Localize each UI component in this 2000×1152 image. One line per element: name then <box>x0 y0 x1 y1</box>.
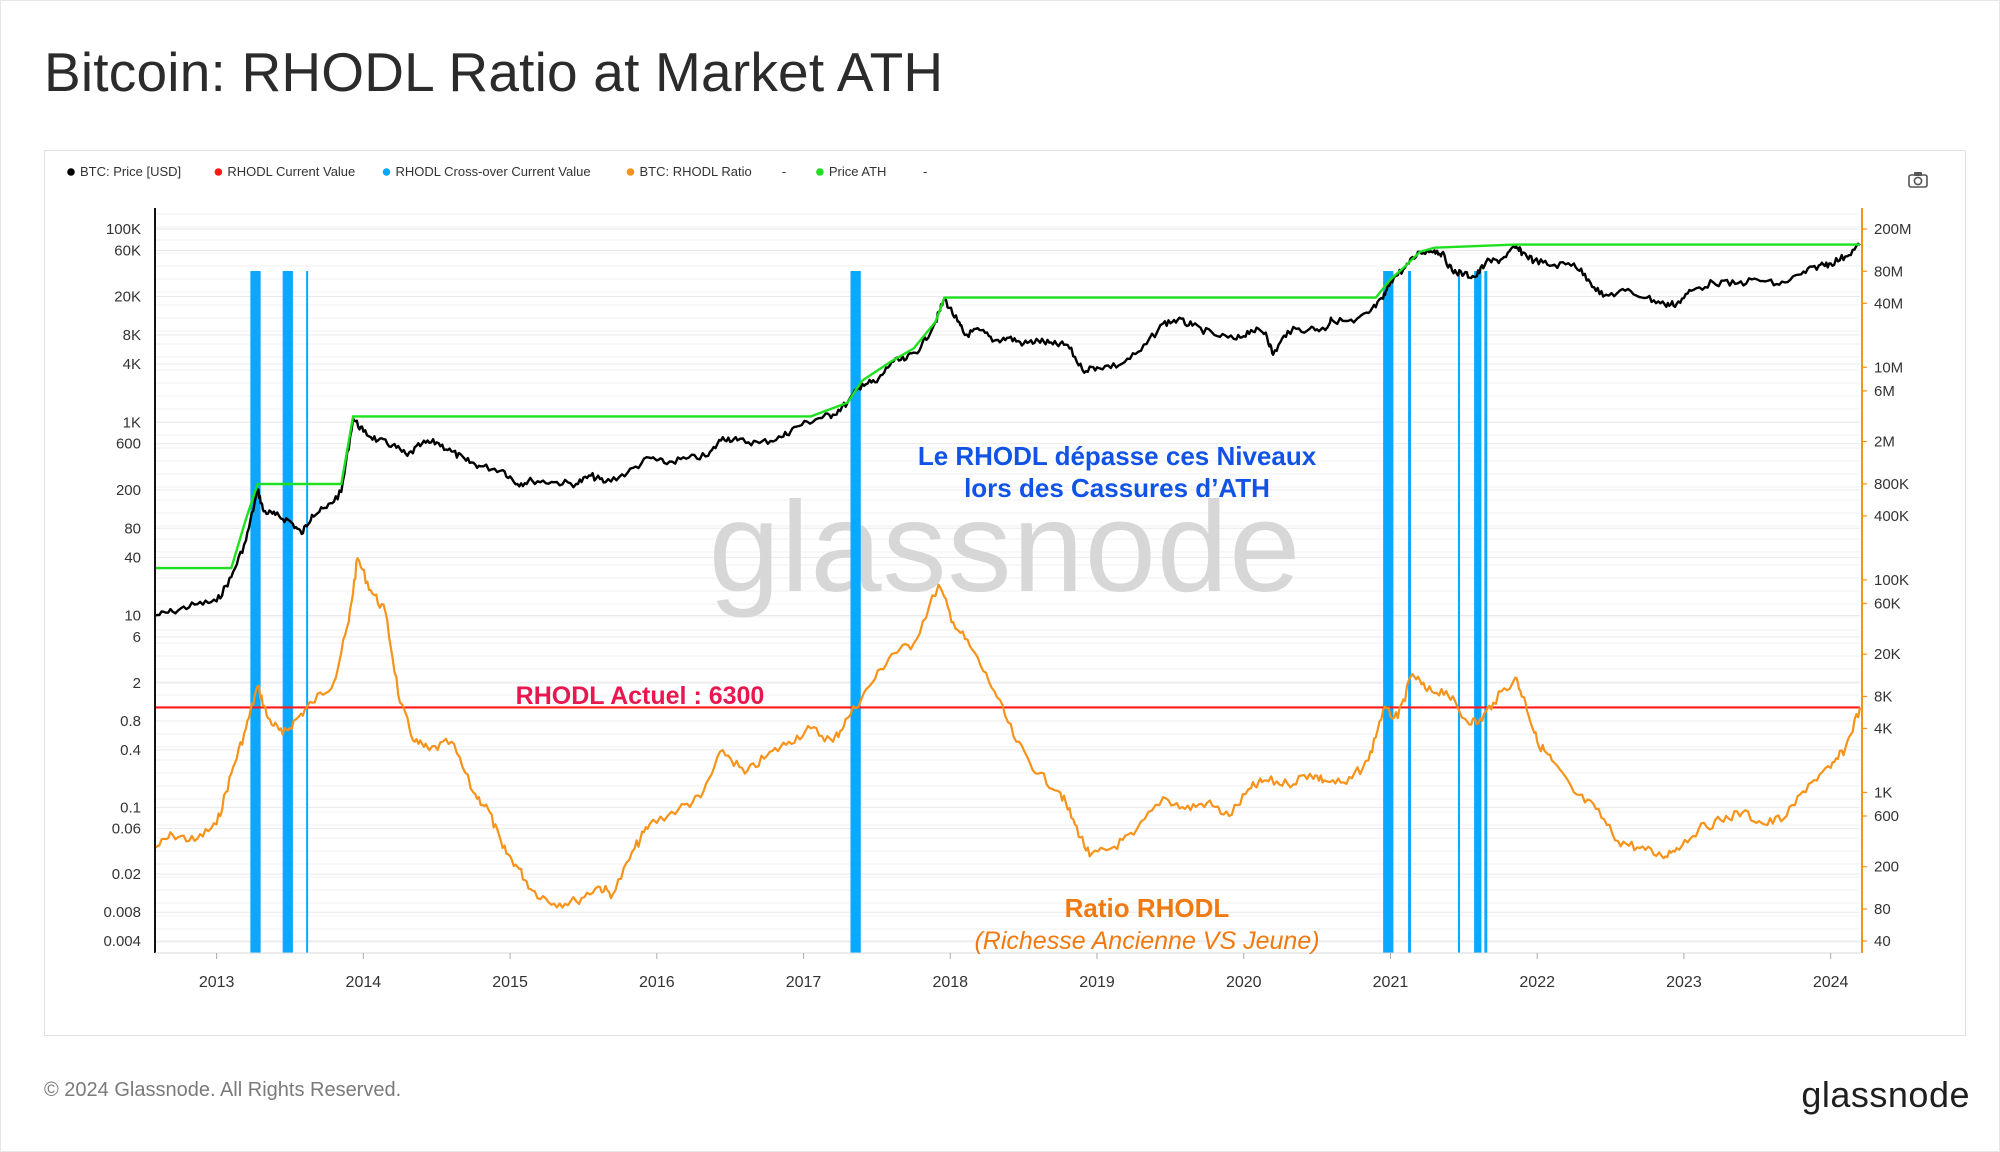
x-tick-label: 2019 <box>1079 974 1115 991</box>
x-tick-label: 2020 <box>1226 974 1262 991</box>
right-tick-label: 200M <box>1874 221 1912 238</box>
legend-label: RHODL Current Value <box>227 164 355 179</box>
annotation-rhodl-current: RHODL Actuel : 6300 <box>516 682 765 710</box>
x-tick-label: 2022 <box>1519 974 1555 991</box>
left-tick-label: 1K <box>123 414 141 431</box>
legend-item: BTC: Price [USD] <box>67 164 181 179</box>
footer-copyright: © 2024 Glassnode. All Rights Reserved. <box>44 1079 402 1101</box>
left-tick-label: 0.06 <box>112 821 141 838</box>
crossover-band <box>1457 271 1460 953</box>
left-tick-label: 0.8 <box>120 713 141 730</box>
crossover-band <box>250 271 261 953</box>
legend-item: BTC: RHODL Ratio <box>626 164 752 179</box>
footer-logo: glassnode <box>1801 1074 1970 1115</box>
crossover-bands <box>250 271 1488 953</box>
left-tick-label: 6 <box>133 629 141 646</box>
watermark: glassnode <box>709 476 1302 619</box>
right-tick-label: 100K <box>1874 572 1909 589</box>
left-tick-label: 100K <box>106 221 141 238</box>
crossover-band <box>1484 271 1488 953</box>
right-tick-label: 6M <box>1874 383 1895 400</box>
crossover-band <box>1383 271 1394 953</box>
left-tick-label: 80 <box>124 520 141 537</box>
legend-item: Price ATH <box>816 164 886 179</box>
right-tick-label: 1K <box>1874 784 1892 801</box>
x-tick-label: 2024 <box>1813 974 1849 991</box>
annotation-rhodl-exceeds-line1: Le RHODL dépasse ces Niveaux <box>918 441 1317 471</box>
right-tick-label: 80 <box>1874 901 1891 918</box>
left-tick-label: 2 <box>133 675 141 692</box>
x-tick-label: 2015 <box>492 974 528 991</box>
grid <box>155 213 1860 943</box>
legend-swatch <box>67 168 75 176</box>
right-tick-label: 2M <box>1874 434 1895 451</box>
right-tick-label: 20K <box>1874 646 1901 663</box>
camera-icon[interactable] <box>1908 172 1928 188</box>
right-tick-label: 8K <box>1874 688 1892 705</box>
legend-item: - <box>923 164 927 179</box>
annotation-ratio-subtitle: (Richesse Ancienne VS Jeune) <box>974 927 1319 955</box>
left-tick-label: 40 <box>124 549 141 566</box>
right-tick-label: 800K <box>1874 476 1909 493</box>
legend-label: BTC: RHODL Ratio <box>640 164 752 179</box>
legend-label: RHODL Cross-over Current Value <box>396 164 591 179</box>
x-tick-label: 2013 <box>199 974 235 991</box>
legend-label: BTC: Price [USD] <box>80 164 181 179</box>
left-tick-label: 600 <box>116 436 141 453</box>
left-tick-label: 0.02 <box>112 866 141 883</box>
left-tick-label: 10 <box>124 608 141 625</box>
right-tick-label: 4K <box>1874 720 1892 737</box>
left-tick-label: 4K <box>123 356 141 373</box>
crossover-band <box>850 271 861 953</box>
legend-label: - <box>923 164 927 179</box>
right-tick-label: 60K <box>1874 595 1901 612</box>
legend-label: Price ATH <box>829 164 887 179</box>
legend-swatch <box>816 168 824 176</box>
crossover-band <box>306 271 309 953</box>
legend-swatch <box>214 168 223 176</box>
x-tick-label: 2014 <box>346 974 382 991</box>
annotation-rhodl-exceeds-line2: lors des Cassures d’ATH <box>964 473 1270 503</box>
left-tick-label: 20K <box>114 289 141 306</box>
left-tick-label: 60K <box>114 242 141 259</box>
legend-label: - <box>782 164 786 179</box>
left-tick-label: 8K <box>123 327 141 344</box>
legend-item: RHODL Current Value <box>214 164 355 179</box>
legend-swatch <box>626 168 635 176</box>
left-tick-label: 0.1 <box>120 799 141 816</box>
legend-item: RHODL Cross-over Current Value <box>382 164 591 179</box>
legend: BTC: Price [USD] RHODL Current Value RHODL… <box>67 164 927 179</box>
left-tick-label: 200 <box>116 482 141 499</box>
right-tick-label: 80M <box>1874 263 1903 280</box>
right-tick-label: 600 <box>1874 808 1899 825</box>
x-tick-label: 2021 <box>1373 974 1409 991</box>
left-tick-label: 0.008 <box>103 904 141 921</box>
left-tick-label: 0.4 <box>120 742 141 759</box>
chart-svg: BTC: Price [USD] RHODL Current Value RHODL… <box>67 164 1928 991</box>
right-tick-label: 40M <box>1874 295 1903 312</box>
x-tick-label: 2018 <box>932 974 968 991</box>
annotation-ratio-title: Ratio RHODL <box>1065 893 1230 923</box>
crossover-band <box>282 271 293 953</box>
legend-item: - <box>782 164 786 179</box>
crossover-band <box>1474 271 1482 953</box>
right-tick-label: 40 <box>1874 933 1891 950</box>
series-layer <box>154 242 1862 909</box>
x-tick-label: 2017 <box>786 974 822 991</box>
page-title: Bitcoin: RHODL Ratio at Market ATH <box>44 41 944 103</box>
crossover-band <box>1408 271 1412 953</box>
axes: 100K 60K 20K 8K 4K 1K 600 200 80 40 10 6 2 0.8 0.4 0.1 0… <box>103 208 1912 991</box>
right-tick-label: 200 <box>1874 859 1899 876</box>
price-ath-line <box>155 243 1860 570</box>
x-tick-label: 2023 <box>1666 974 1702 991</box>
legend-swatch <box>382 168 391 176</box>
btc-price-line <box>154 242 1861 617</box>
rhodl-ratio-line <box>154 557 1862 909</box>
left-tick-label: 0.004 <box>103 933 141 950</box>
right-tick-label: 10M <box>1874 359 1903 376</box>
chart-panel: BTC: Price [USD] RHODL Current Value RHODL… <box>44 150 1966 1036</box>
right-tick-label: 400K <box>1874 508 1909 525</box>
x-tick-label: 2016 <box>639 974 675 991</box>
